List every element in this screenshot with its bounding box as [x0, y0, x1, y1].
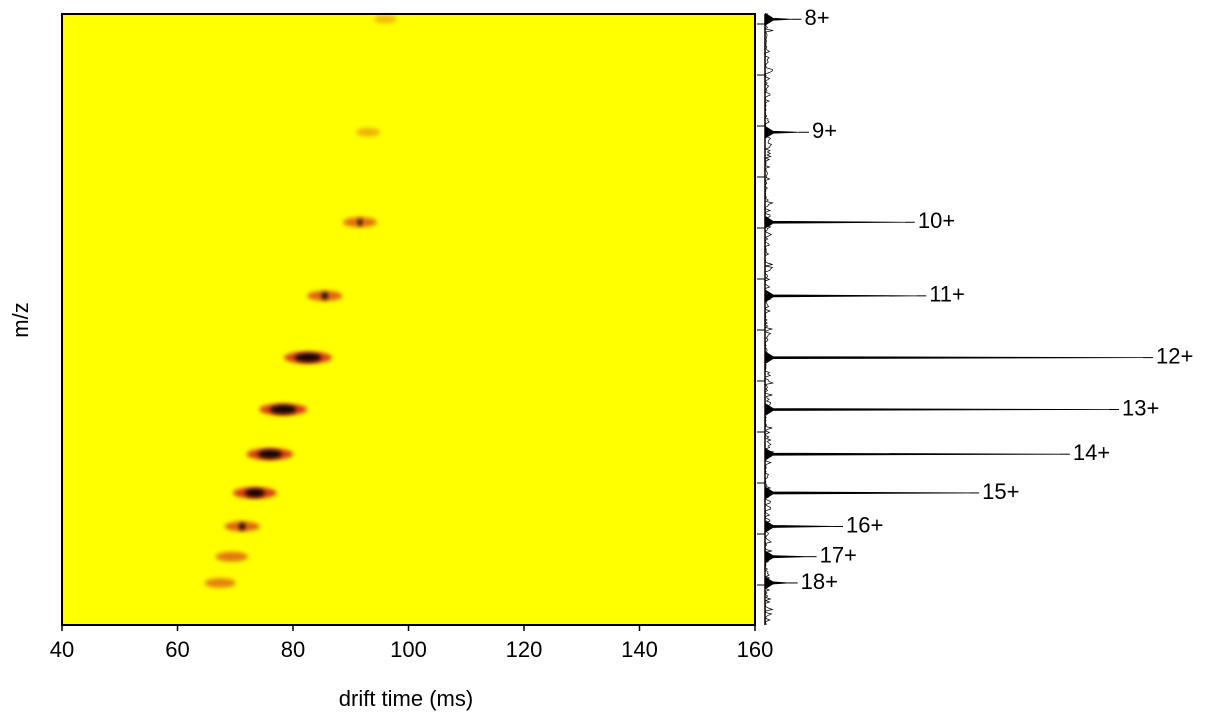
y-axis-label: m/z: [8, 302, 33, 337]
x-tick-label: 80: [281, 637, 305, 662]
plot-area: [62, 14, 755, 625]
charge-label: 11+: [929, 282, 965, 307]
charge-label: 12+: [1156, 343, 1193, 368]
spectrum-peak: [764, 486, 970, 500]
spot-core: [257, 449, 282, 459]
spectrum-peak: [764, 351, 1144, 364]
charge-label: 9+: [812, 118, 837, 143]
spectrum-peak: [764, 12, 792, 26]
x-tick-label: 60: [165, 637, 189, 662]
charge-label: 15+: [982, 479, 1019, 504]
charge-label: 8+: [804, 5, 829, 30]
charge-label: 18+: [801, 569, 838, 594]
spectrum-peak: [764, 550, 807, 564]
spot: [204, 578, 236, 588]
x-tick-label: 160: [737, 637, 774, 662]
x-axis-label: drift time (ms): [339, 686, 473, 711]
spectrum-peak: [764, 215, 905, 229]
charge-label: 17+: [820, 542, 857, 567]
spectrum-peak: [764, 125, 800, 139]
charge-label: 16+: [846, 512, 883, 537]
spot-core: [294, 353, 322, 363]
spectrum-noise: [764, 13, 775, 625]
charge-label: 14+: [1073, 440, 1110, 465]
charge-label: 13+: [1122, 395, 1159, 420]
charge-label: 10+: [918, 208, 955, 233]
spot: [355, 127, 381, 137]
spot-core: [269, 405, 297, 415]
marks: [204, 15, 397, 588]
spot-core: [321, 292, 329, 300]
x-tick-label: 100: [390, 637, 427, 662]
spot-core: [244, 488, 265, 498]
spot: [374, 15, 397, 24]
spectrum-peak: [764, 576, 788, 590]
spectrum-peak: [764, 520, 834, 533]
spot-core: [357, 218, 363, 227]
spectrum-peak: [764, 447, 1060, 461]
x-tick-label: 40: [50, 637, 74, 662]
spectrum-peak: [764, 289, 917, 303]
spot-core: [238, 522, 246, 531]
spectrum-peak: [764, 403, 1109, 416]
spot: [215, 551, 249, 562]
x-tick-label: 120: [506, 637, 543, 662]
x-tick-label: 140: [621, 637, 658, 662]
